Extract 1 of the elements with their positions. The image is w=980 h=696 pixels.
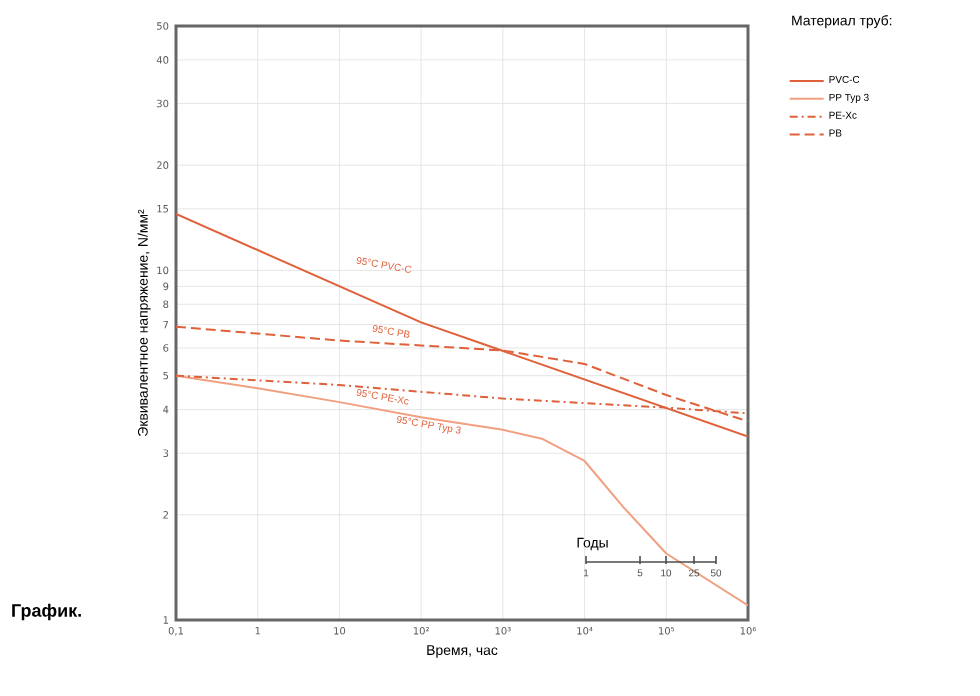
- text: График.: [12, 603, 81, 621]
